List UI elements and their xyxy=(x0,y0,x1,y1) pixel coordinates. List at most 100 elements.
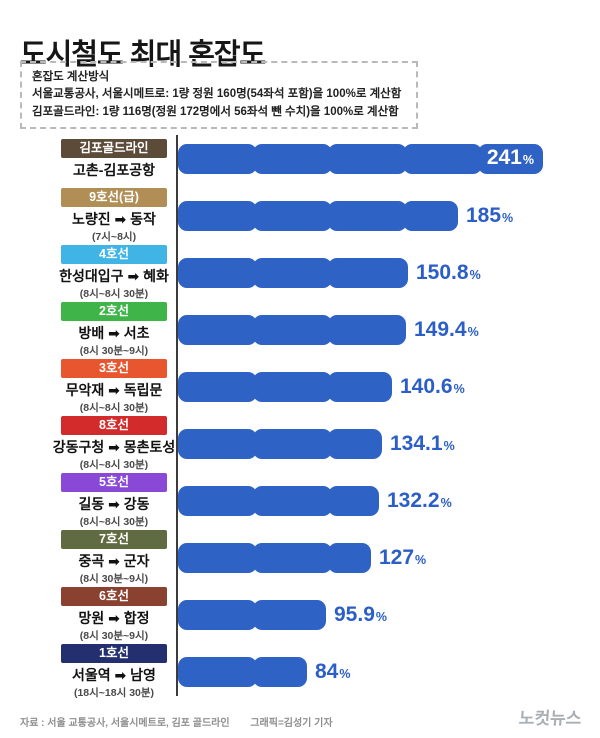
chart-row: 5호선 길동 ➡ 강동 (8시~8시 30분) 132.2% xyxy=(0,473,600,529)
bar-segment xyxy=(253,657,307,687)
bar: 149.4% xyxy=(178,314,479,346)
route-label: 고촌-김포공항 xyxy=(73,161,155,178)
note-line-seoul: 서울교통공사, 서울시메트로: 1량 정원 160명(54좌석 포함)을 100… xyxy=(32,88,402,101)
bar-segment xyxy=(253,372,332,402)
time-label: (7시~8시) xyxy=(91,231,137,243)
line-badge: 1호선 xyxy=(61,644,167,663)
chart-row: 김포골드라인 고촌-김포공항 241% xyxy=(0,133,600,185)
line-badge: 9호선(급) xyxy=(61,188,167,207)
route-label: 망원 ➡ 합정 xyxy=(78,610,150,626)
bar-segment xyxy=(178,315,257,345)
bar-segment xyxy=(253,429,332,459)
chart-rows: 김포골드라인 고촌-김포공항 241% 9호선(급) 노량진 ➡ 동작 (7시~… xyxy=(0,133,600,700)
bar-segment xyxy=(178,258,257,288)
row-labels: 5호선 길동 ➡ 강동 (8시~8시 30분) xyxy=(26,473,202,529)
bar-segment xyxy=(178,429,257,459)
nocutnews-logo: 노컷뉴스 xyxy=(518,709,583,728)
value-label: 140.6% xyxy=(400,375,465,398)
time-label: (8시~8시 30분) xyxy=(79,402,149,414)
line-badge: 2호선 xyxy=(61,302,167,321)
note-line-gimpo: 김포골드라인: 1량 116명(정원 172명에서 56좌석 뺀 수치)을 10… xyxy=(32,105,399,118)
value-label: 127% xyxy=(379,546,427,569)
bar-segment xyxy=(253,486,332,516)
route-label: 방배 ➡ 서초 xyxy=(78,325,150,341)
bar: 185% xyxy=(178,200,513,232)
bar-segment xyxy=(328,543,371,573)
time-label: (8시 30분~9시) xyxy=(79,630,149,642)
time-label: (8시 30분~9시) xyxy=(79,573,149,585)
bar: 150.8% xyxy=(178,257,481,289)
bar: 132.2% xyxy=(178,485,452,517)
chart-row: 6호선 망원 ➡ 합정 (8시 30분~9시) 95.9% xyxy=(0,587,600,643)
line-badge: 5호선 xyxy=(61,473,167,492)
row-labels: 3호선 무악재 ➡ 독립문 (8시~8시 30분) xyxy=(26,359,202,415)
bar-segment xyxy=(478,144,543,174)
chart-row: 2호선 방배 ➡ 서초 (8시 30분~9시) 149.4% xyxy=(0,302,600,358)
footer-source: 자료 : 서울 교통공사, 서울시메트로, 김포 골드라인 그래픽=김성기 기자 xyxy=(20,714,333,729)
chart-row: 8호선 강동구청 ➡ 몽촌토성 (8시~8시 30분) 134.1% xyxy=(0,416,600,472)
value-label: 95.9% xyxy=(334,603,387,626)
value-label: 132.2% xyxy=(387,489,452,512)
chart-row: 9호선(급) 노량진 ➡ 동작 (7시~8시) 185% xyxy=(0,188,600,244)
credit-text: 그래픽=김성기 기자 xyxy=(250,718,333,729)
route-label: 길동 ➡ 강동 xyxy=(78,496,150,512)
bar: 95.9% xyxy=(178,599,387,631)
chart-row: 3호선 무악재 ➡ 독립문 (8시~8시 30분) 140.6% xyxy=(0,359,600,415)
bar-segment xyxy=(178,372,257,402)
row-labels: 9호선(급) 노량진 ➡ 동작 (7시~8시) xyxy=(26,188,202,244)
bar-segment xyxy=(328,372,392,402)
note-line-heading: 혼잡도 계산방식 xyxy=(32,71,110,83)
page-title: 도시철도 최대 혼잡도 xyxy=(20,39,266,72)
row-labels: 2호선 방배 ➡ 서초 (8시 30분~9시) xyxy=(26,302,202,358)
bar-segment xyxy=(178,543,257,573)
value-label: 84% xyxy=(315,660,351,683)
axis-line xyxy=(176,135,178,696)
row-labels: 4호선 한성대입구 ➡ 혜화 (8시~8시 30분) xyxy=(26,245,202,301)
time-label: (8시 30분~9시) xyxy=(79,345,149,357)
time-label: (8시~8시 30분) xyxy=(79,459,149,471)
bar-segment xyxy=(403,201,458,231)
row-labels: 8호선 강동구청 ➡ 몽촌토성 (8시~8시 30분) xyxy=(26,416,202,472)
chart-row: 4호선 한성대입구 ➡ 혜화 (8시~8시 30분) 150.8% xyxy=(0,245,600,301)
row-labels: 1호선 서울역 ➡ 남영 (18시~18시 30분) xyxy=(26,644,202,700)
bar-segment xyxy=(328,144,407,174)
route-label: 한성대입구 ➡ 혜화 xyxy=(59,268,169,284)
value-label: 150.8% xyxy=(416,261,481,284)
route-label: 강동구청 ➡ 몽촌토성 xyxy=(52,439,176,455)
route-label: 서울역 ➡ 남영 xyxy=(72,667,156,683)
bar-segment xyxy=(328,258,408,288)
bar-segment xyxy=(328,429,382,459)
bar-segment xyxy=(253,201,332,231)
bar-segment xyxy=(178,600,257,630)
bar-segment xyxy=(253,543,332,573)
time-label: (18시~18시 30분) xyxy=(73,687,155,699)
line-badge: 3호선 xyxy=(61,359,167,378)
bar-segment xyxy=(178,486,257,516)
congestion-bar-chart: 김포골드라인 고촌-김포공항 241% 9호선(급) 노량진 ➡ 동작 (7시~… xyxy=(0,133,600,700)
value-label: 149.4% xyxy=(414,318,479,341)
route-label: 무악재 ➡ 독립문 xyxy=(65,382,163,398)
value-label: 134.1% xyxy=(390,432,455,455)
value-label: 185% xyxy=(466,204,514,227)
bar: 134.1% xyxy=(178,428,455,460)
bar-segment xyxy=(403,144,482,174)
chart-row: 7호선 중곡 ➡ 군자 (8시 30분~9시) 127% xyxy=(0,530,600,586)
bar: 84% xyxy=(178,656,350,688)
row-labels: 7호선 중곡 ➡ 군자 (8시 30분~9시) xyxy=(26,530,202,586)
value-label: 241% xyxy=(486,146,534,170)
source-text: 자료 : 서울 교통공사, 서울시메트로, 김포 골드라인 xyxy=(20,718,230,729)
row-labels: 6호선 망원 ➡ 합정 (8시 30분~9시) xyxy=(26,587,202,643)
route-label: 중곡 ➡ 군자 xyxy=(78,553,150,569)
bar-segment xyxy=(178,201,257,231)
bar-segment xyxy=(328,315,406,345)
bar: 140.6% xyxy=(178,371,465,403)
route-label: 노량진 ➡ 동작 xyxy=(72,211,156,227)
bar-segment xyxy=(328,201,407,231)
row-labels: 김포골드라인 고촌-김포공항 xyxy=(26,138,202,180)
method-note-box: 혼잡도 계산방식 서울교통공사, 서울시메트로: 1량 정원 160명(54좌석… xyxy=(20,61,418,129)
line-badge: 7호선 xyxy=(61,530,167,549)
bar-segment xyxy=(253,144,332,174)
bar-segment xyxy=(253,315,332,345)
bar-segment xyxy=(253,600,326,630)
line-badge: 4호선 xyxy=(61,245,167,264)
